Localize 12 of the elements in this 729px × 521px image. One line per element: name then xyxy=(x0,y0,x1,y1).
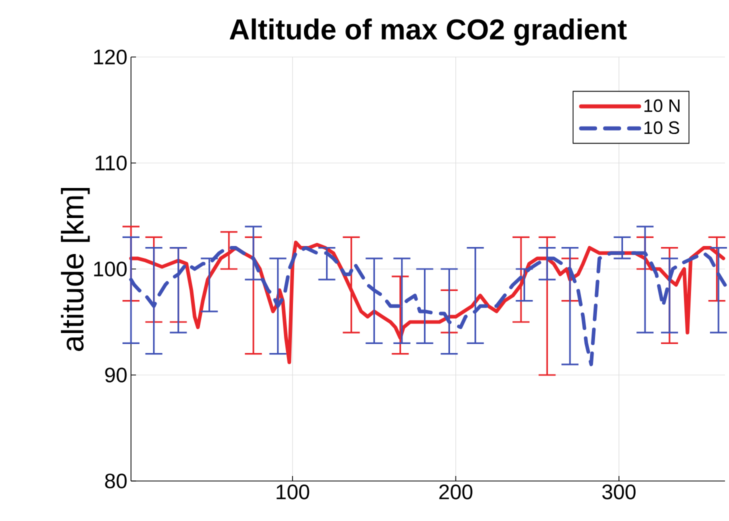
y-tick-label: 90 xyxy=(105,368,127,382)
y-axis-title: altitude [km] xyxy=(60,188,90,351)
x-tick-label: 100 xyxy=(276,484,310,500)
legend-label: 10 N xyxy=(644,99,680,112)
legend-label: 10 S xyxy=(644,121,680,134)
y-tick-label: 100 xyxy=(94,262,127,276)
x-tick-label: 300 xyxy=(602,484,636,500)
chart-title: Altitude of max CO2 gradient xyxy=(230,18,627,46)
y-tick-label: 80 xyxy=(105,474,127,488)
x-tick-label: 200 xyxy=(439,484,472,500)
y-tick-label: 110 xyxy=(96,156,127,170)
y-tick-label: 120 xyxy=(94,50,127,64)
